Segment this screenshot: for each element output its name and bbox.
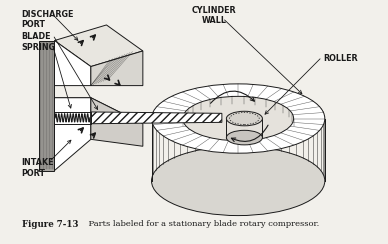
Polygon shape	[91, 98, 143, 146]
Text: PORT: PORT	[22, 169, 45, 178]
Polygon shape	[54, 25, 143, 67]
Polygon shape	[54, 41, 91, 86]
Ellipse shape	[226, 111, 262, 126]
Text: DISCHARGE: DISCHARGE	[22, 10, 74, 20]
Polygon shape	[54, 98, 143, 124]
Text: Figure 7-13: Figure 7-13	[22, 220, 78, 229]
Ellipse shape	[226, 130, 262, 145]
Text: Parts labeled for a stationary blade rotary compressor.: Parts labeled for a stationary blade rot…	[78, 220, 319, 228]
Ellipse shape	[183, 96, 294, 141]
Text: BLADE: BLADE	[22, 32, 51, 41]
Ellipse shape	[151, 146, 325, 216]
Text: PORT: PORT	[22, 20, 45, 30]
Polygon shape	[54, 98, 91, 171]
Text: WALL: WALL	[201, 16, 227, 25]
Polygon shape	[39, 41, 54, 171]
FancyArrowPatch shape	[231, 125, 268, 142]
Text: INTAKE: INTAKE	[22, 158, 54, 167]
FancyArrowPatch shape	[211, 91, 255, 103]
Text: CYLINDER: CYLINDER	[192, 6, 236, 15]
Ellipse shape	[151, 84, 325, 153]
Polygon shape	[91, 51, 143, 86]
Text: SPRING: SPRING	[22, 43, 55, 52]
Text: ROLLER: ROLLER	[323, 54, 358, 63]
Polygon shape	[91, 112, 222, 124]
